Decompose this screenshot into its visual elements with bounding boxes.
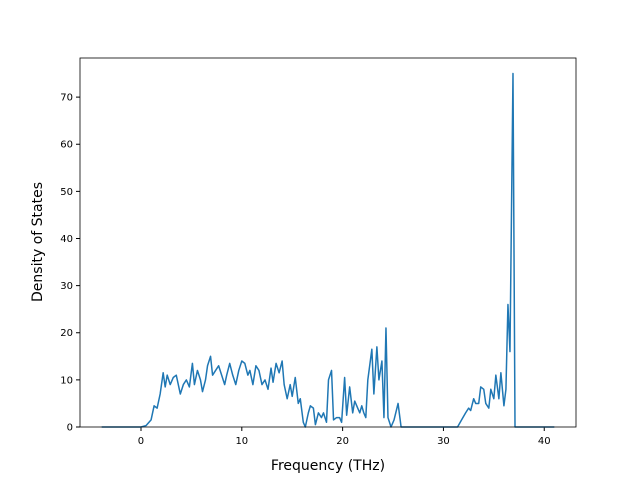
y-tick-label: 40 — [60, 234, 73, 245]
y-tick-label: 10 — [60, 375, 73, 386]
y-tick-label: 70 — [60, 93, 73, 104]
x-tick-label: 10 — [235, 436, 248, 447]
y-tick-label: 50 — [60, 187, 73, 198]
y-tick-label: 60 — [60, 140, 73, 151]
line — [101, 72, 555, 428]
x-tick-label: 20 — [336, 436, 349, 447]
y-axis-label: Density of States — [30, 182, 46, 302]
x-tick-label: 0 — [138, 436, 144, 447]
x-tick-label: 40 — [538, 436, 551, 447]
x-tick-label: 30 — [437, 436, 450, 447]
y-tick-label: 0 — [67, 423, 73, 434]
x-axis-label: Frequency (THz) — [271, 458, 385, 474]
plot-frame — [79, 57, 577, 428]
y-tick-label: 20 — [60, 328, 73, 339]
y-tick-label: 30 — [60, 281, 73, 292]
